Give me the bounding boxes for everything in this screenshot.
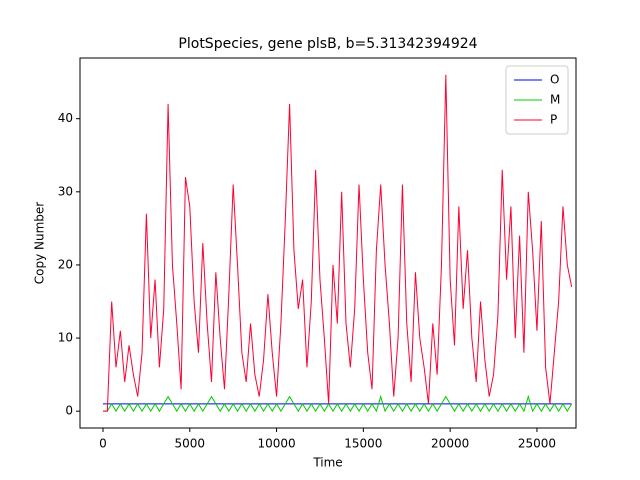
y-tick-label: 40	[58, 111, 73, 125]
legend-label: O	[550, 73, 559, 87]
chart-title: PlotSpecies, gene plsB, b=5.31342394924	[178, 36, 477, 52]
x-axis-label: Time	[312, 456, 342, 470]
x-tick-label: 5000	[175, 437, 206, 451]
x-tick-label: 10000	[257, 437, 295, 451]
legend-label: M	[550, 93, 560, 107]
y-axis-label: Copy Number	[33, 202, 47, 285]
y-tick-label: 10	[58, 331, 73, 345]
plot-frame	[79, 57, 577, 429]
y-tick-label: 20	[58, 257, 73, 271]
x-tick-label: 0	[99, 437, 107, 451]
series-line	[103, 74, 573, 412]
legend-label: P	[550, 113, 557, 127]
y-tick-label: 30	[58, 184, 73, 198]
x-tick-label: 25000	[518, 437, 556, 451]
series-line	[103, 394, 573, 413]
y-tick-label: 0	[65, 404, 73, 418]
x-tick-label: 20000	[431, 437, 469, 451]
x-tick-label: 15000	[344, 437, 382, 451]
